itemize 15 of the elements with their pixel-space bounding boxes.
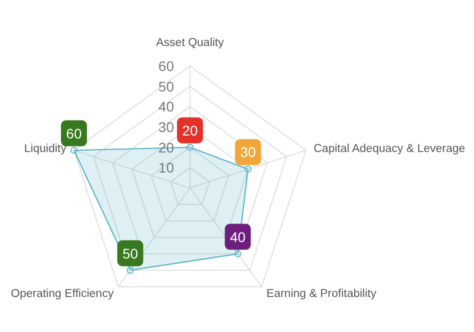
y-tick-label: 60: [158, 58, 174, 74]
data-label: 60: [66, 125, 82, 142]
spoke-label: Liquidity: [24, 142, 67, 155]
spoke-label: Operating Efficiency: [10, 288, 114, 300]
y-tick-label: 50: [158, 78, 174, 94]
spoke-label: Capital Adequacy & Leverage: [314, 142, 466, 155]
y-tick-label: 30: [158, 119, 174, 135]
data-label: 20: [182, 122, 198, 138]
spoke-label: Earning & Profitability: [266, 288, 377, 300]
y-tick-label: 40: [158, 98, 174, 115]
y-tick-label: 10: [158, 160, 174, 176]
data-label: 50: [122, 245, 138, 262]
data-label: 30: [240, 144, 256, 160]
spoke-label: Asset Quality: [156, 37, 224, 49]
data-label: 40: [230, 228, 246, 245]
